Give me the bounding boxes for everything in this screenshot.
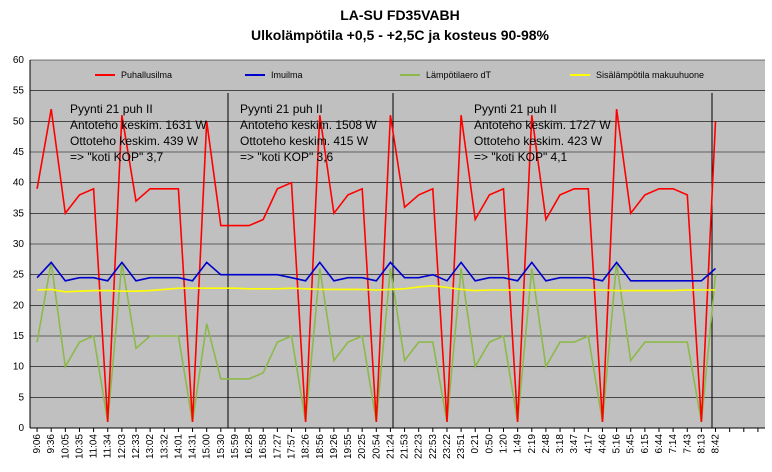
annotation: Antoteho keskim. 1727 W (474, 118, 611, 132)
x-tick-label: 6:44 (654, 434, 665, 454)
x-tick-label: 22:23 (414, 434, 425, 459)
x-tick-label: 13:32 (159, 434, 170, 459)
y-tick-label: 50 (13, 116, 25, 127)
y-tick-label: 35 (13, 208, 25, 219)
x-tick-label: 18:56 (315, 434, 326, 459)
legend-label: Puhallusilma (121, 70, 172, 80)
x-tick-label: 8:42 (711, 434, 722, 454)
x-tick-label: 12:33 (131, 434, 142, 459)
x-tick-label: 5:45 (626, 434, 637, 454)
x-tick-label: 18:26 (301, 434, 312, 459)
y-tick-label: 40 (13, 178, 25, 189)
x-tick-label: 13:02 (145, 434, 156, 459)
x-tick-label: 20:54 (371, 434, 382, 459)
y-tick-label: 60 (13, 55, 25, 66)
x-tick-label: 11:04 (89, 434, 100, 459)
x-tick-label: 21:53 (400, 434, 411, 459)
x-tick-label: 7:43 (682, 434, 693, 454)
x-tick-label: 1:49 (513, 434, 524, 454)
x-tick-label: 21:24 (385, 434, 396, 459)
x-tick-label: 14:31 (188, 434, 199, 459)
y-tick-label: 30 (13, 239, 25, 250)
annotation: => "koti KOP" 3,6 (240, 150, 334, 164)
legend-label: Sisälämpötila makuuhuone (596, 70, 704, 80)
annotation: Pyynti 21 puh II (240, 102, 323, 116)
x-tick-label: 20:25 (357, 434, 368, 459)
chart-subtitle: Ulkolämpötila +0,5 - +2,5C ja kosteus 90… (251, 27, 550, 43)
x-tick-label: 9:06 (32, 434, 43, 454)
x-tick-label: 11:34 (103, 434, 114, 459)
x-tick-label: 3:47 (569, 434, 580, 454)
x-tick-label: 14:01 (173, 434, 184, 459)
x-tick-label: 7:14 (668, 434, 679, 454)
x-tick-label: 17:27 (272, 434, 283, 459)
annotation: Pyynti 21 puh II (474, 102, 557, 116)
x-tick-label: 4:46 (597, 434, 608, 454)
annotation: Antoteho keskim. 1631 W (70, 118, 207, 132)
annotation: => "koti KOP" 4,1 (474, 150, 568, 164)
y-tick-label: 5 (18, 392, 24, 403)
y-tick-label: 20 (13, 300, 25, 311)
x-tick-label: 15:30 (216, 434, 227, 459)
x-tick-label: 5:16 (612, 434, 623, 454)
x-tick-label: 6:15 (640, 434, 651, 454)
annotation: Ottoteho keskim. 439 W (70, 134, 199, 148)
x-tick-label: 15:59 (230, 434, 241, 459)
annotation: => "koti KOP" 3,7 (70, 150, 164, 164)
series-line (37, 284, 716, 293)
annotation: Ottoteho keskim. 415 W (240, 134, 369, 148)
x-tick-label: 9:36 (46, 434, 57, 454)
series-line (36, 108, 717, 422)
x-tick-label: 8:13 (696, 434, 707, 454)
x-tick-label: 2:19 (527, 434, 538, 454)
x-tick-label: 0:21 (470, 434, 481, 454)
y-tick-label: 15 (13, 331, 25, 342)
x-tick-label: 10:05 (60, 434, 71, 459)
annotation: Ottoteho keskim. 423 W (474, 134, 603, 148)
annotation: Pyynti 21 puh II (70, 102, 153, 116)
x-tick-label: 16:58 (258, 434, 269, 459)
chart-title: LA-SU FD35VABH (340, 7, 460, 23)
x-tick-label: 12:03 (117, 434, 128, 459)
x-tick-label: 4:17 (583, 434, 594, 454)
y-tick-label: 45 (13, 147, 25, 158)
x-tick-label: 16:28 (244, 434, 255, 459)
x-tick-label: 23:51 (456, 434, 467, 459)
x-tick-label: 17:57 (286, 434, 297, 459)
x-tick-label: 10:35 (74, 434, 85, 459)
x-tick-label: 3:18 (555, 434, 566, 454)
y-tick-label: 55 (13, 86, 25, 97)
x-tick-label: 23:22 (442, 434, 453, 459)
legend-label: Lämpötilaero dT (426, 70, 492, 80)
x-tick-label: 1:20 (499, 434, 510, 454)
x-tick-label: 19:55 (343, 434, 354, 459)
series-line (36, 261, 717, 282)
y-tick-label: 0 (18, 423, 24, 434)
x-tick-label: 2:48 (541, 434, 552, 454)
y-tick-label: 25 (13, 270, 25, 281)
x-tick-label: 19:26 (329, 434, 340, 459)
y-tick-label: 10 (13, 362, 25, 373)
annotation: Antoteho keskim. 1508 W (240, 118, 377, 132)
legend-label: Imuilma (271, 70, 303, 80)
x-tick-label: 15:00 (202, 434, 213, 459)
x-tick-label: 0:50 (484, 434, 495, 454)
x-tick-label: 22:53 (428, 434, 439, 459)
